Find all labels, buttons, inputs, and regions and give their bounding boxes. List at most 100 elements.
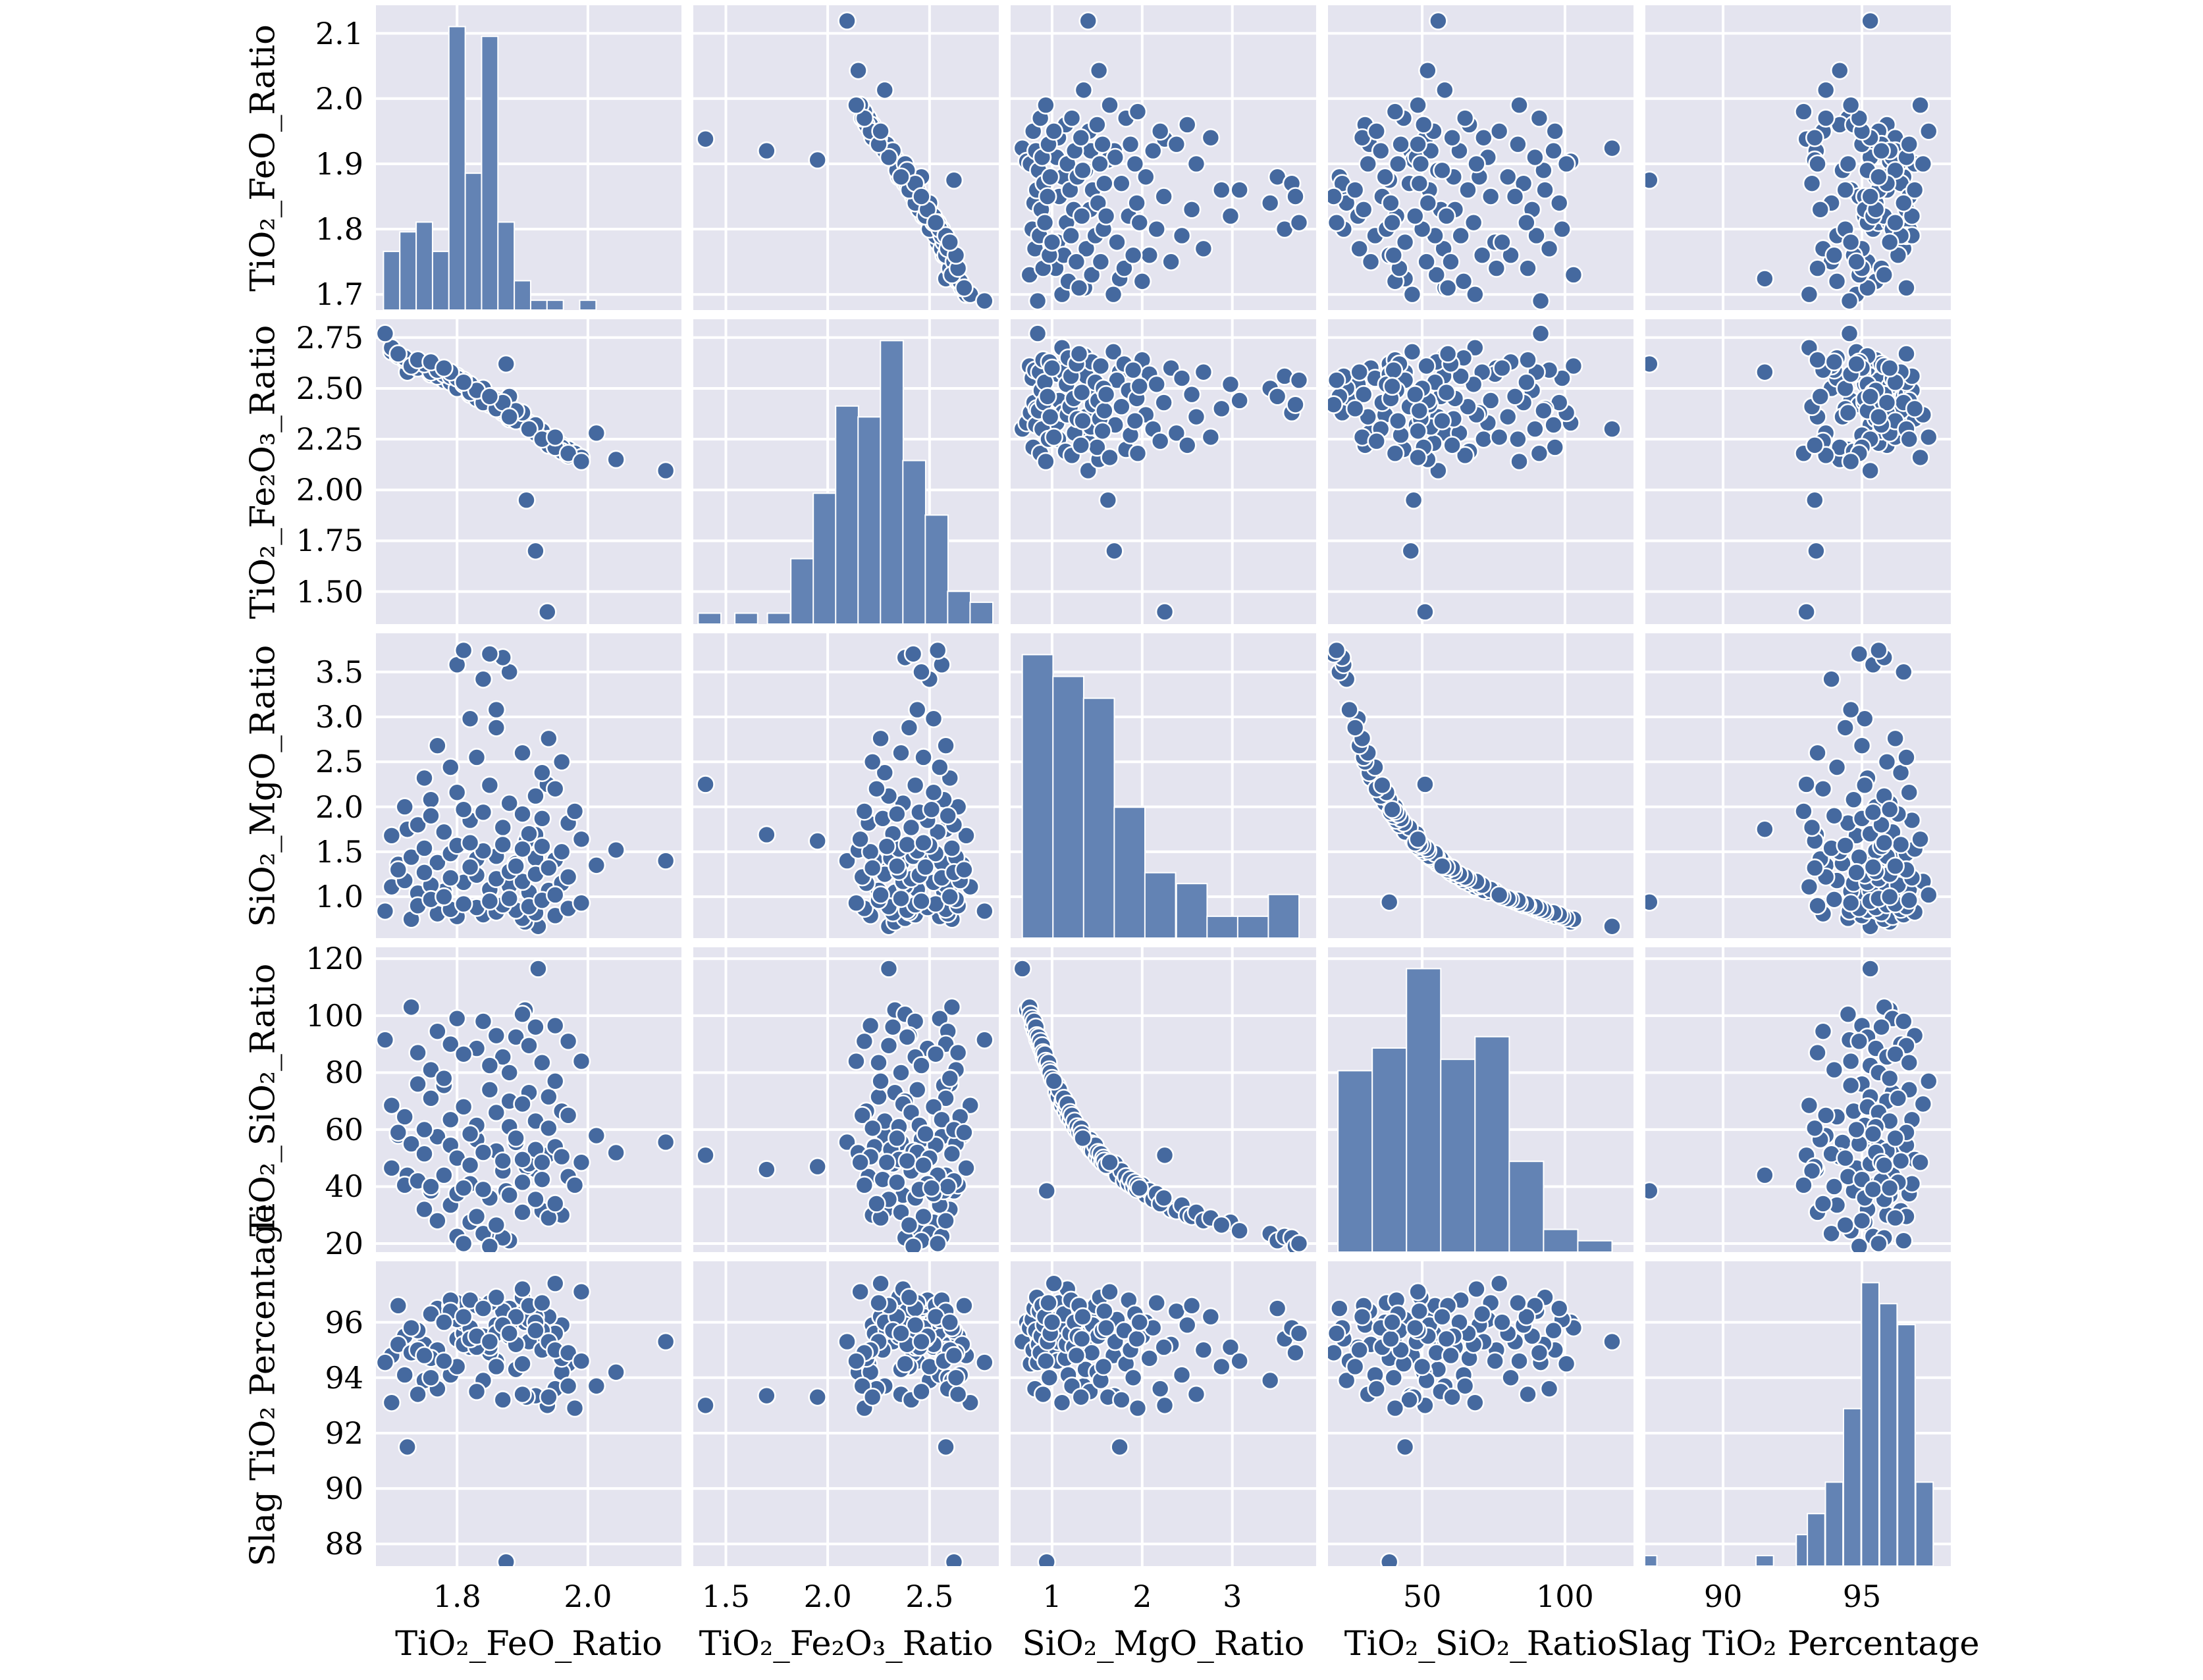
- panel-canvas: [376, 5, 681, 310]
- scatter-point: [1508, 429, 1527, 449]
- scatter-point: [912, 891, 931, 911]
- y-tick-label: 120: [305, 941, 363, 977]
- scatter-point: [1451, 367, 1470, 386]
- histogram-bar: [497, 221, 516, 310]
- scatter-point: [533, 809, 552, 828]
- scatter-point: [1391, 134, 1410, 154]
- scatter-point: [402, 1134, 421, 1153]
- scatter-point: [955, 278, 974, 298]
- scatter-point: [1028, 291, 1048, 310]
- y-tick-label: 2.0: [315, 789, 363, 825]
- scatter-point: [1913, 154, 1933, 174]
- scatter-point: [1458, 180, 1477, 199]
- scatter-point: [473, 1012, 493, 1031]
- scatter-point: [1437, 382, 1456, 402]
- histogram-bar: [1861, 1282, 1880, 1566]
- scatter-point: [903, 644, 923, 664]
- scatter-point: [1911, 448, 1930, 467]
- scatter-point: [1894, 1012, 1913, 1031]
- scatter-point: [696, 129, 715, 149]
- scatter-point: [513, 1094, 532, 1114]
- scatter-point: [1861, 11, 1880, 31]
- y-tick-label: 2.75: [296, 319, 363, 355]
- x-tick-label: 50: [1402, 1579, 1442, 1614]
- scatter-point: [936, 1211, 955, 1230]
- scatter-point: [1340, 700, 1359, 720]
- scatter-point: [1367, 431, 1387, 451]
- scatter-point: [1467, 154, 1486, 174]
- scatter-point: [1328, 213, 1346, 232]
- histogram-bar: [431, 250, 450, 310]
- scatter-point: [539, 1387, 558, 1407]
- scatter-point: [863, 1387, 882, 1407]
- scatter-point: [1891, 1151, 1911, 1170]
- scatter-point: [526, 1321, 545, 1340]
- scatter-point: [1230, 180, 1249, 199]
- scatter-point: [1824, 246, 1844, 265]
- panel-canvas: [1645, 319, 1951, 624]
- scatter-point: [1805, 128, 1824, 147]
- x-axis-title-Slag_TiO2_Percentage: Slag TiO₂ Percentage: [1616, 1625, 1980, 1664]
- x-tick-label: 1: [1042, 1579, 1062, 1614]
- scatter-point: [1177, 115, 1197, 134]
- scatter-point: [1345, 718, 1365, 737]
- scatter-point: [1838, 1005, 1858, 1024]
- scatter-point: [1140, 1349, 1159, 1368]
- y-tick-label: 3.0: [315, 699, 363, 735]
- scatter-point: [879, 147, 899, 167]
- scatter-panel-TiO2_Fe2O3_Ratio-vs-TiO2_SiO2_Ratio: [1328, 319, 1633, 624]
- scatter-point: [1076, 239, 1096, 259]
- scatter-point: [571, 893, 591, 913]
- scatter-point: [1863, 1180, 1883, 1199]
- scatter-point: [1603, 916, 1622, 936]
- scatter-point: [1813, 779, 1833, 799]
- scatter-point: [1802, 818, 1822, 837]
- scatter-point: [1211, 399, 1231, 419]
- y-tick-label: 3.5: [315, 654, 363, 690]
- scatter-point: [1127, 194, 1146, 213]
- scatter-point: [1816, 80, 1836, 100]
- histogram-bar: [1267, 893, 1300, 938]
- scatter-point: [415, 1199, 434, 1219]
- scatter-point: [382, 1159, 402, 1178]
- scatter-point: [1408, 448, 1427, 467]
- scatter-point: [1824, 1177, 1844, 1196]
- scatter-point: [1847, 1120, 1866, 1140]
- y-tick-label: 100: [305, 997, 363, 1034]
- scatter-point: [382, 1095, 402, 1115]
- scatter-point: [1130, 1178, 1150, 1197]
- scatter-point: [454, 1178, 473, 1197]
- histogram-bar: [1508, 1161, 1545, 1252]
- scatter-point: [415, 862, 434, 882]
- scatter-point: [1096, 1318, 1116, 1338]
- panel-canvas: [1645, 1261, 1951, 1566]
- scatter-point: [1645, 893, 1659, 912]
- scatter-point: [1230, 391, 1249, 410]
- scatter-point: [975, 1353, 994, 1372]
- scatter-point: [1808, 154, 1827, 174]
- scatter-point: [533, 1170, 552, 1189]
- scatter-point: [1824, 352, 1844, 372]
- scatter-point: [1036, 95, 1055, 115]
- scatter-point: [395, 1365, 415, 1384]
- scatter-point: [1128, 444, 1148, 463]
- scatter-point: [496, 1552, 516, 1566]
- scatter-point: [473, 1180, 493, 1199]
- scatter-point: [1289, 371, 1309, 390]
- scatter-point: [513, 1203, 532, 1222]
- scatter-point: [1384, 360, 1404, 380]
- histogram-bar: [1175, 883, 1208, 938]
- scatter-point: [1838, 154, 1858, 174]
- scatter-point: [552, 842, 571, 862]
- scatter-point: [1260, 1371, 1280, 1390]
- scatter-point: [1852, 1211, 1872, 1230]
- panel-canvas: [693, 5, 999, 310]
- scatter-point: [606, 840, 625, 860]
- scatter-point: [869, 1293, 888, 1313]
- scatter-point: [1385, 102, 1405, 121]
- histogram-bar: [1206, 915, 1238, 938]
- scatter-point: [1172, 1365, 1192, 1384]
- scatter-point: [539, 1087, 558, 1107]
- scatter-point: [402, 847, 421, 867]
